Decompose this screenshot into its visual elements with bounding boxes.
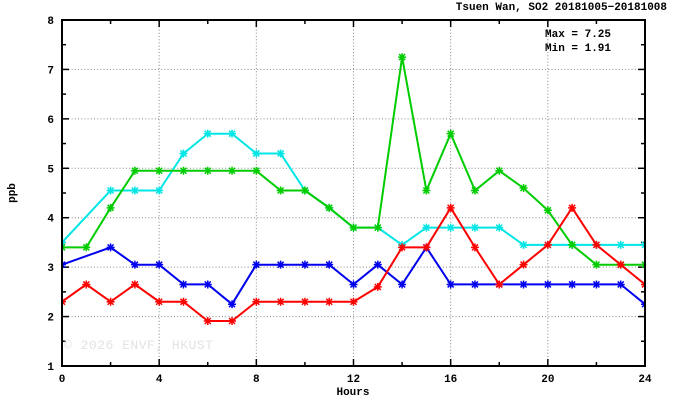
y-tick-label: 8 xyxy=(47,16,54,28)
y-tick-labels: 1 2 3 4 5 6 7 8 xyxy=(47,16,54,374)
stats-min: Min = 1.91 xyxy=(545,43,612,55)
x-tick-labels: 0 4 8 12 16 20 24 xyxy=(59,374,652,386)
y-axis-label: ppb xyxy=(7,183,19,203)
stats-max: Max = 7.25 xyxy=(545,29,612,41)
y-tick-label: 4 xyxy=(47,214,54,226)
grid-lines xyxy=(62,20,645,366)
x-tick-label: 8 xyxy=(253,374,260,386)
y-tick-label: 7 xyxy=(47,65,54,77)
stats-annotation: Max = 7.25 Min = 1.91 xyxy=(545,28,611,56)
x-tick-label: 24 xyxy=(638,374,652,386)
y-tick-label: 1 xyxy=(47,362,54,374)
watermark: © 2026 ENVF, HKUST xyxy=(64,338,214,353)
y-tick-label: 2 xyxy=(47,313,54,325)
y-tick-label: 3 xyxy=(47,263,54,275)
x-tick-label: 0 xyxy=(59,374,66,386)
y-tick-label: 6 xyxy=(47,115,54,127)
x-tick-label: 4 xyxy=(156,374,163,386)
x-tick-label: 12 xyxy=(347,374,360,386)
x-tick-label: 20 xyxy=(541,374,554,386)
plot-border xyxy=(61,19,646,367)
x-tick-label: 16 xyxy=(444,374,457,386)
y-tick-label: 5 xyxy=(47,164,54,176)
x-axis-label: Hours xyxy=(336,387,370,399)
chart-title: Tsuen Wan, SO2 20181005−20181008 xyxy=(455,2,667,14)
